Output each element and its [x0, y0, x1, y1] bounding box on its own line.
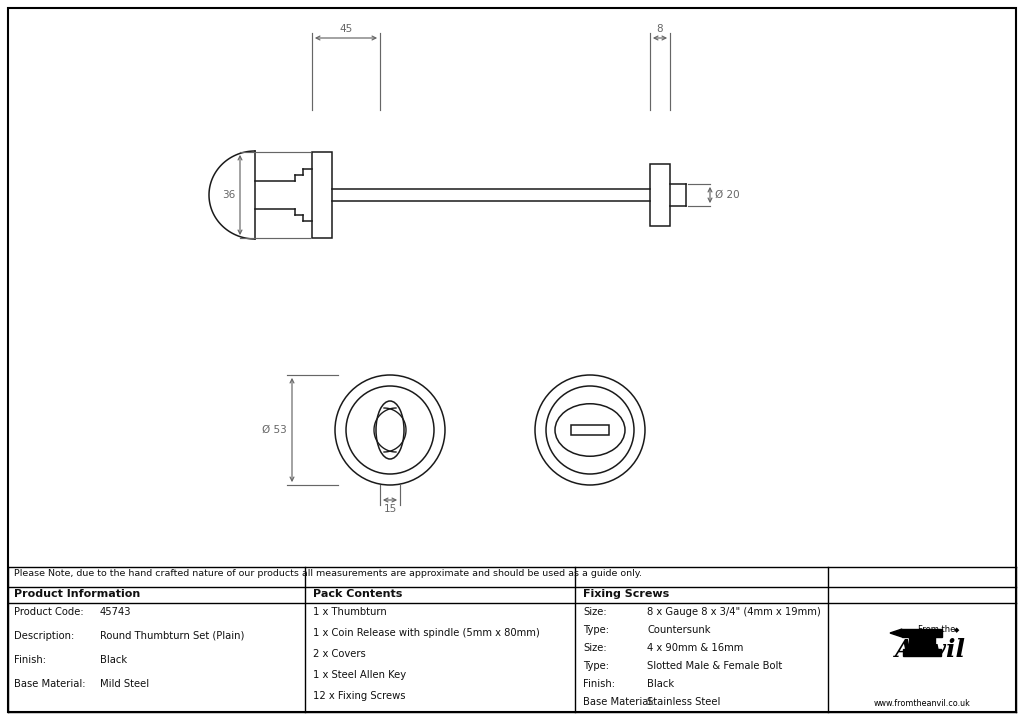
Text: Finish:: Finish:: [583, 679, 615, 689]
Bar: [650, 164, 670, 226]
Text: Please Note, due to the hand crafted nature of our products all measurements are: Please Note, due to the hand crafted nat…: [14, 569, 642, 578]
Text: 1 x Thumbturn: 1 x Thumbturn: [313, 607, 387, 617]
Bar: [571, 425, 609, 435]
Text: Round Thumbturn Set (Plain): Round Thumbturn Set (Plain): [100, 631, 245, 641]
Text: Description:: Description:: [14, 631, 75, 641]
Text: Stainless Steel: Stainless Steel: [647, 697, 720, 707]
Text: Anvil: Anvil: [895, 638, 966, 662]
Polygon shape: [890, 629, 902, 637]
Text: Countersunk: Countersunk: [647, 625, 711, 635]
Text: 8: 8: [656, 24, 664, 34]
Text: From the: From the: [919, 625, 955, 634]
Text: Size:: Size:: [583, 607, 606, 617]
Text: Finish:: Finish:: [14, 655, 46, 665]
Text: Black: Black: [100, 655, 127, 665]
Text: Size:: Size:: [583, 643, 606, 653]
Text: Base Material:: Base Material:: [583, 697, 654, 707]
Text: 1 x Steel Allen Key: 1 x Steel Allen Key: [313, 670, 407, 680]
Text: Product Code:: Product Code:: [14, 607, 84, 617]
Text: Type:: Type:: [583, 625, 609, 635]
Text: 12 x Fixing Screws: 12 x Fixing Screws: [313, 691, 406, 701]
Text: Mild Steel: Mild Steel: [100, 679, 150, 689]
Text: 45: 45: [339, 24, 352, 34]
Text: Ø 53: Ø 53: [262, 425, 287, 435]
Text: www.fromtheanvil.co.uk: www.fromtheanvil.co.uk: [873, 699, 971, 708]
Text: Black: Black: [647, 679, 674, 689]
Text: ◆: ◆: [954, 627, 959, 633]
Bar: [909, 637, 935, 649]
Text: 15: 15: [383, 504, 396, 514]
Text: Type:: Type:: [583, 661, 609, 671]
Text: 4 x 90mm & 16mm: 4 x 90mm & 16mm: [647, 643, 743, 653]
Text: Slotted Male & Female Bolt: Slotted Male & Female Bolt: [647, 661, 782, 671]
Text: Product Information: Product Information: [14, 589, 140, 599]
Text: 8 x Gauge 8 x 3/4" (4mm x 19mm): 8 x Gauge 8 x 3/4" (4mm x 19mm): [647, 607, 821, 617]
Bar: [312, 152, 332, 238]
Text: 2 x Covers: 2 x Covers: [313, 649, 366, 659]
Text: 1 x Coin Release with spindle (5mm x 80mm): 1 x Coin Release with spindle (5mm x 80m…: [313, 628, 540, 638]
Text: Fixing Screws: Fixing Screws: [583, 589, 670, 599]
Bar: [902, 629, 942, 637]
Text: Pack Contents: Pack Contents: [313, 589, 402, 599]
Text: Base Material:: Base Material:: [14, 679, 85, 689]
Text: 45743: 45743: [100, 607, 131, 617]
Bar: [903, 649, 941, 656]
Text: Ø 20: Ø 20: [715, 190, 739, 200]
Text: 36: 36: [222, 190, 234, 200]
